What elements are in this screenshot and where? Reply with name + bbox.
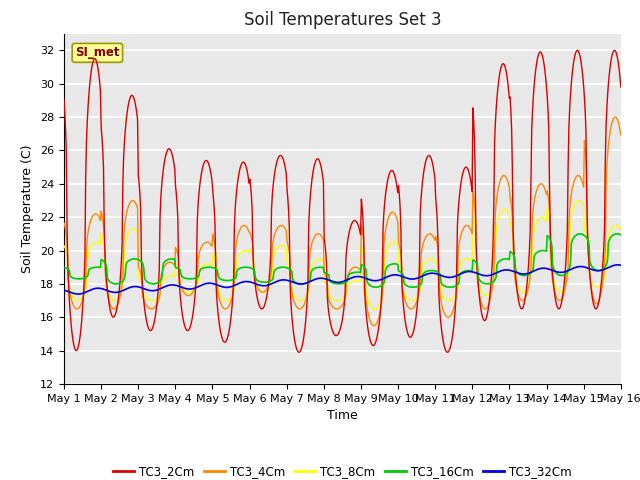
Y-axis label: Soil Temperature (C): Soil Temperature (C): [22, 144, 35, 273]
X-axis label: Time: Time: [327, 409, 358, 422]
Title: Soil Temperatures Set 3: Soil Temperatures Set 3: [244, 11, 441, 29]
Legend: TC3_2Cm, TC3_4Cm, TC3_8Cm, TC3_16Cm, TC3_32Cm: TC3_2Cm, TC3_4Cm, TC3_8Cm, TC3_16Cm, TC3…: [108, 461, 577, 480]
Text: SI_met: SI_met: [75, 47, 120, 60]
